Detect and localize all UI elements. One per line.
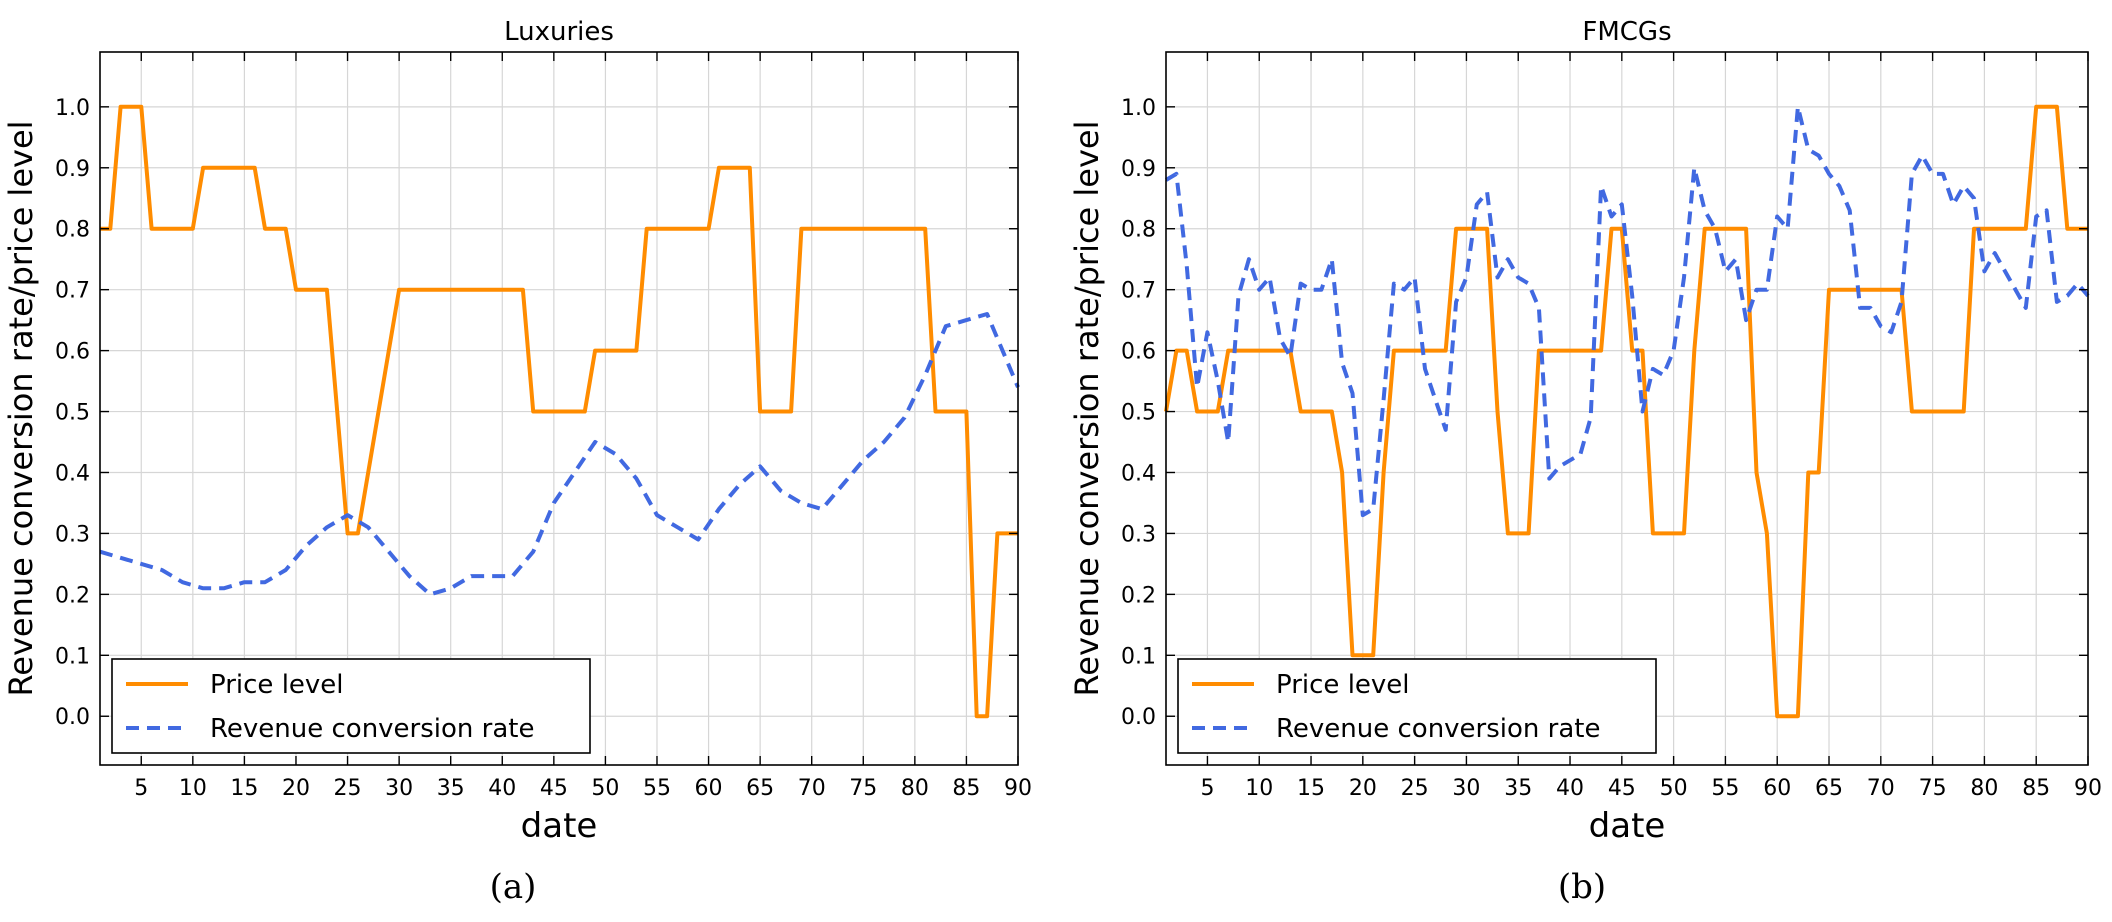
y-tick-label: 0.6 [1121,340,1156,365]
x-tick-label: 40 [1556,776,1584,801]
x-tick-label: 60 [695,776,723,801]
caption-b: (b) [1558,867,1606,907]
x-tick-label: 25 [1401,776,1429,801]
y-tick-label: 0.6 [55,340,90,365]
y-tick-label: 0.3 [1121,522,1156,547]
x-tick-label: 5 [1200,776,1214,801]
x-tick-label: 85 [2022,776,2050,801]
legend-box [111,658,591,754]
chart-panel-a: 5 10 15 20 25 30 35 40 45 50 55 60 65 70 75 80 85 90 0.0 0.… [2,17,1032,846]
chart-panel-b: 5 10 15 20 25 30 35 40 45 50 55 60 65 70 75 80 85 90 0.0 0.… [1068,17,2102,846]
x-tick-label: 80 [1970,776,1998,801]
x-tick-label: 85 [952,776,980,801]
x-tick-label: 10 [179,776,207,801]
caption-a: (a) [490,867,537,907]
legend-label: Revenue conversion rate [210,714,534,744]
legend-box [1177,658,1657,754]
x-tick-label: 15 [230,776,258,801]
x-tick-label: 65 [1815,776,1843,801]
y-tick-label: 1.0 [55,96,90,121]
x-tick-label: 60 [1763,776,1791,801]
y-tick-label: 0.0 [55,705,90,730]
y-tick-label: 0.1 [55,644,90,669]
y-tick-label: 0.5 [1121,401,1156,426]
x-tick-label: 55 [1711,776,1739,801]
x-tick-label: 65 [746,776,774,801]
legend-label: Revenue conversion rate [1276,714,1600,744]
plot-frame [1165,51,2089,766]
x-tick-label: 80 [901,776,929,801]
x-tick-label: 30 [385,776,413,801]
y-tick-label: 0.2 [55,583,90,608]
x-tick-label: 90 [1004,776,1032,801]
x-tick-label: 75 [849,776,877,801]
x-tick-label: 50 [591,776,619,801]
y-tick-label: 0.1 [1121,644,1156,669]
y-tick-label: 0.8 [1121,218,1156,243]
y-axis-label: Revenue conversion rate/price level [2,120,40,696]
y-tick-label: 1.0 [1121,96,1156,121]
legend-label: Price level [210,670,344,700]
series-line-revenue-conversion-rate [99,312,1020,597]
y-tick-label: 0.3 [55,522,90,547]
x-tick-label: 15 [1297,776,1325,801]
y-tick-label: 0.9 [1121,157,1156,182]
y-tick-label: 0.0 [1121,705,1156,730]
y-tick-label: 0.7 [55,279,90,304]
x-tick-label: 35 [437,776,465,801]
y-tick-label: 0.7 [1121,279,1156,304]
x-tick-label: 75 [1919,776,1947,801]
x-tick-label: 35 [1504,776,1532,801]
series-line-revenue-conversion-rate [1164,104,2090,518]
chart-title: Luxuries [504,17,614,47]
x-tick-label: 5 [134,776,148,801]
x-tick-label: 25 [334,776,362,801]
y-tick-label: 0.8 [55,218,90,243]
y-tick-label: 0.4 [1121,461,1156,486]
x-tick-label: 20 [1349,776,1377,801]
x-tick-label: 90 [2074,776,2102,801]
y-tick-label: 0.2 [1121,583,1156,608]
x-axis-label: date [521,806,598,846]
series-line-price-level [1164,104,2088,719]
x-tick-label: 45 [1608,776,1636,801]
x-tick-label: 45 [540,776,568,801]
series-line-price-level [100,104,1018,719]
x-tick-label: 20 [282,776,310,801]
legend-label: Price level [1276,670,1410,700]
x-axis-label: date [1589,806,1666,846]
x-tick-label: 50 [1660,776,1688,801]
y-tick-label: 0.9 [55,157,90,182]
x-tick-label: 40 [488,776,516,801]
x-tick-label: 70 [1867,776,1895,801]
y-tick-label: 0.4 [55,461,90,486]
chart-title: FMCGs [1582,17,1671,47]
x-tick-label: 55 [643,776,671,801]
y-tick-label: 0.5 [55,401,90,426]
y-axis-label: Revenue conversion rate/price level [1068,120,1106,696]
x-tick-label: 10 [1245,776,1273,801]
x-tick-label: 70 [798,776,826,801]
x-tick-label: 30 [1452,776,1480,801]
legend: Price level Revenue conversion rate [111,658,591,754]
legend: Price level Revenue conversion rate [1177,658,1657,754]
plot-frame [99,51,1019,766]
